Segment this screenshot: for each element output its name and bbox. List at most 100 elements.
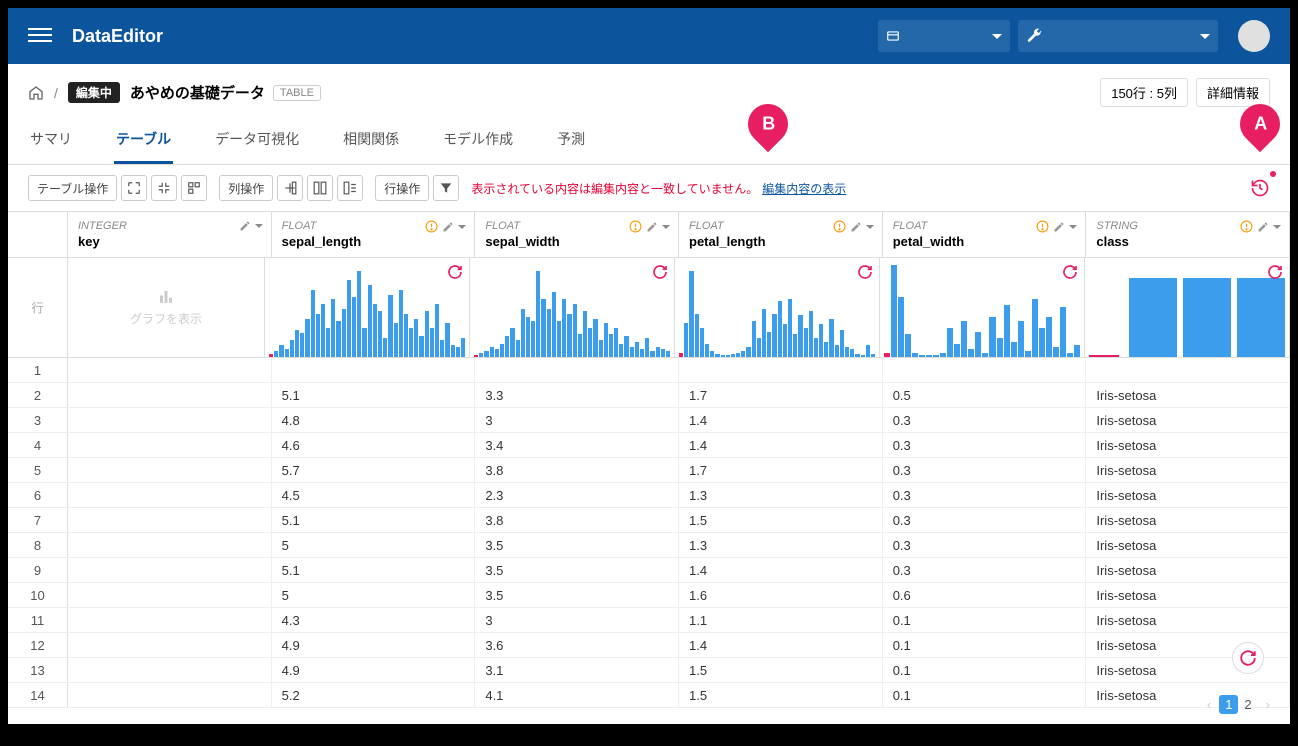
cell-petal-width[interactable]: 0.1: [883, 608, 1087, 632]
cell-petal-length[interactable]: 1.5: [679, 683, 883, 707]
cell-sepal-width[interactable]: 3.5: [475, 583, 679, 607]
cell-sepal-length[interactable]: 4.3: [272, 608, 476, 632]
cell-sepal-width[interactable]: 3.8: [475, 458, 679, 482]
cell-petal-length[interactable]: 1.4: [679, 633, 883, 657]
cell-petal-length[interactable]: [679, 358, 883, 382]
graph-placeholder[interactable]: グラフを表示: [68, 258, 265, 357]
pencil-icon[interactable]: [442, 221, 454, 233]
cell-petal-width[interactable]: 0.1: [883, 683, 1087, 707]
cell-class[interactable]: Iris-setosa: [1086, 558, 1290, 582]
split-col-icon[interactable]: [307, 175, 333, 201]
refresh-icon[interactable]: [447, 264, 463, 280]
table-ops-button[interactable]: テーブル操作: [28, 175, 117, 201]
cell-petal-width[interactable]: 0.3: [883, 483, 1087, 507]
cell-key[interactable]: [68, 433, 272, 457]
tab-2[interactable]: データ可視化: [213, 119, 301, 164]
history-icon[interactable]: [1250, 178, 1270, 198]
cell-key[interactable]: [68, 533, 272, 557]
column-header-key[interactable]: INTEGER key: [68, 212, 272, 257]
cell-sepal-width[interactable]: 3.6: [475, 633, 679, 657]
tab-0[interactable]: サマリ: [28, 119, 74, 164]
cell-sepal-length[interactable]: [272, 358, 476, 382]
cell-petal-length[interactable]: 1.5: [679, 508, 883, 532]
pencil-icon[interactable]: [646, 221, 658, 233]
hamburger-icon[interactable]: [28, 24, 52, 48]
cell-petal-width[interactable]: 0.1: [883, 633, 1087, 657]
cell-key[interactable]: [68, 483, 272, 507]
filter-icon[interactable]: [433, 175, 459, 201]
cell-petal-width[interactable]: 0.3: [883, 408, 1087, 432]
row-ops-button[interactable]: 行操作: [375, 175, 429, 201]
pencil-icon[interactable]: [1053, 221, 1065, 233]
table-row[interactable]: 9 5.1 3.5 1.4 0.3 Iris-setosa: [8, 558, 1290, 583]
table-row[interactable]: 1: [8, 358, 1290, 383]
grid-ops-icon[interactable]: [181, 175, 207, 201]
col-ops-button[interactable]: 列操作: [219, 175, 273, 201]
home-icon[interactable]: [28, 85, 44, 101]
refresh-icon[interactable]: [1267, 264, 1283, 280]
cell-sepal-width[interactable]: 3.5: [475, 558, 679, 582]
table-row[interactable]: 14 5.2 4.1 1.5 0.1 Iris-setosa: [8, 683, 1290, 708]
add-col-icon[interactable]: [277, 175, 303, 201]
cell-sepal-length[interactable]: 4.9: [272, 658, 476, 682]
cell-sepal-length[interactable]: 4.5: [272, 483, 476, 507]
cell-sepal-length[interactable]: 5.1: [272, 508, 476, 532]
refresh-icon[interactable]: [1062, 264, 1078, 280]
table-row[interactable]: 7 5.1 3.8 1.5 0.3 Iris-setosa: [8, 508, 1290, 533]
cell-petal-length[interactable]: 1.4: [679, 408, 883, 432]
dropdown-icon[interactable]: [662, 225, 670, 229]
cell-petal-width[interactable]: 0.3: [883, 508, 1087, 532]
cell-sepal-length[interactable]: 5.2: [272, 683, 476, 707]
cell-key[interactable]: [68, 383, 272, 407]
cell-sepal-length[interactable]: 5: [272, 533, 476, 557]
cell-sepal-length[interactable]: 5.7: [272, 458, 476, 482]
dropdown-icon[interactable]: [255, 224, 263, 228]
cell-petal-width[interactable]: [883, 358, 1087, 382]
table-row[interactable]: 11 4.3 3 1.1 0.1 Iris-setosa: [8, 608, 1290, 633]
cell-key[interactable]: [68, 683, 272, 707]
refresh-icon[interactable]: [857, 264, 873, 280]
tab-4[interactable]: モデル作成: [441, 119, 515, 164]
cell-sepal-width[interactable]: 2.3: [475, 483, 679, 507]
dropdown-icon[interactable]: [458, 225, 466, 229]
cell-class[interactable]: Iris-setosa: [1086, 458, 1290, 482]
cell-key[interactable]: [68, 658, 272, 682]
cell-class[interactable]: Iris-setosa: [1086, 583, 1290, 607]
cell-class[interactable]: [1086, 358, 1290, 382]
cell-class[interactable]: Iris-setosa: [1086, 483, 1290, 507]
cell-sepal-width[interactable]: 3.1: [475, 658, 679, 682]
page-1[interactable]: 1: [1219, 695, 1238, 714]
table-row[interactable]: 13 4.9 3.1 1.5 0.1 Iris-setosa: [8, 658, 1290, 683]
table-row[interactable]: 6 4.5 2.3 1.3 0.3 Iris-setosa: [8, 483, 1290, 508]
cell-petal-width[interactable]: 0.3: [883, 558, 1087, 582]
cell-class[interactable]: Iris-setosa: [1086, 408, 1290, 432]
cell-petal-length[interactable]: 1.1: [679, 608, 883, 632]
cell-petal-width[interactable]: 0.1: [883, 658, 1087, 682]
tab-5[interactable]: 予測: [555, 119, 587, 164]
dropdown-icon[interactable]: [866, 225, 874, 229]
cell-sepal-width[interactable]: 3.5: [475, 533, 679, 557]
cell-key[interactable]: [68, 458, 272, 482]
cell-sepal-length[interactable]: 4.9: [272, 633, 476, 657]
cell-class[interactable]: Iris-setosa: [1086, 433, 1290, 457]
cell-key[interactable]: [68, 408, 272, 432]
cell-petal-width[interactable]: 0.6: [883, 583, 1087, 607]
expand-icon[interactable]: [121, 175, 147, 201]
cell-sepal-width[interactable]: 3: [475, 608, 679, 632]
table-row[interactable]: 12 4.9 3.6 1.4 0.1 Iris-setosa: [8, 633, 1290, 658]
page-prev-icon[interactable]: ‹: [1207, 697, 1211, 712]
cell-petal-length[interactable]: 1.5: [679, 658, 883, 682]
cell-petal-width[interactable]: 0.5: [883, 383, 1087, 407]
column-header-class[interactable]: STRING class: [1086, 212, 1290, 257]
project-dropdown[interactable]: [878, 20, 1010, 52]
cell-sepal-width[interactable]: 3.8: [475, 508, 679, 532]
pencil-icon[interactable]: [850, 221, 862, 233]
cell-sepal-length[interactable]: 4.6: [272, 433, 476, 457]
page-2[interactable]: 2: [1244, 697, 1251, 712]
refresh-icon[interactable]: [652, 264, 668, 280]
table-row[interactable]: 5 5.7 3.8 1.7 0.3 Iris-setosa: [8, 458, 1290, 483]
table-row[interactable]: 8 5 3.5 1.3 0.3 Iris-setosa: [8, 533, 1290, 558]
column-header-sepal_width[interactable]: FLOAT sepal_width: [475, 212, 679, 257]
table-row[interactable]: 2 5.1 3.3 1.7 0.5 Iris-setosa: [8, 383, 1290, 408]
cell-sepal-width[interactable]: [475, 358, 679, 382]
